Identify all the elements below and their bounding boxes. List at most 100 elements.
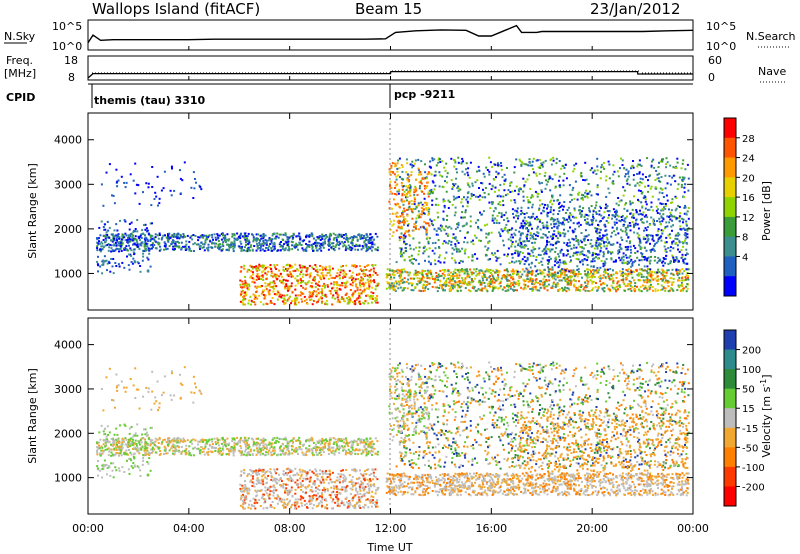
power-point: [255, 267, 258, 270]
power-point: [141, 229, 144, 232]
power-point: [618, 251, 621, 253]
power-point: [415, 227, 418, 230]
power-point: [331, 242, 333, 245]
power-point: [558, 207, 561, 209]
power-point: [407, 173, 410, 176]
power-point: [630, 265, 633, 268]
power-point: [502, 244, 505, 247]
power-point: [580, 246, 583, 249]
power-point: [482, 210, 485, 213]
power-point: [321, 268, 324, 271]
power-point: [644, 227, 647, 230]
power-point: [359, 268, 362, 271]
power-point: [244, 279, 247, 282]
power-point: [254, 296, 257, 299]
power-point: [678, 279, 681, 282]
power-point: [342, 265, 344, 267]
power-point: [633, 223, 635, 226]
power-point: [650, 250, 652, 253]
power-point: [481, 182, 484, 185]
power-point: [513, 199, 516, 202]
power-point: [513, 232, 516, 235]
power-point: [621, 256, 623, 259]
power-point: [178, 237, 181, 240]
power-point: [111, 233, 114, 236]
power-point: [404, 235, 407, 238]
power-point: [165, 248, 168, 251]
power-point: [523, 283, 526, 286]
power-point: [342, 269, 345, 272]
power-point: [532, 237, 535, 240]
power-point: [243, 267, 246, 270]
power-point: [559, 250, 562, 253]
power-point: [537, 218, 540, 221]
power-point: [591, 253, 594, 256]
power-point: [630, 251, 633, 254]
power-point: [243, 303, 246, 306]
power-point: [366, 235, 369, 238]
power-point: [395, 270, 398, 272]
power-point: [505, 194, 507, 197]
power-point: [502, 239, 505, 242]
power-point: [657, 208, 659, 211]
power-point: [676, 289, 679, 292]
power-point: [599, 249, 602, 252]
power-point: [376, 295, 379, 297]
power-point: [412, 262, 415, 265]
power-point: [433, 188, 436, 191]
power-point: [554, 275, 557, 278]
power-point: [300, 298, 303, 301]
power-point: [366, 274, 369, 277]
power-point: [546, 221, 549, 224]
power-point: [111, 240, 114, 243]
power-point: [324, 237, 327, 240]
power-point: [374, 248, 377, 251]
power-point: [556, 237, 559, 240]
power-point: [532, 254, 535, 257]
power-point: [412, 248, 415, 251]
power-point: [144, 249, 147, 252]
power-point: [233, 246, 236, 249]
power-point: [682, 218, 685, 221]
power-point: [431, 190, 434, 193]
power-point: [416, 193, 419, 196]
power-point: [405, 243, 408, 245]
power-point: [486, 277, 488, 280]
power-point: [684, 276, 687, 279]
power-point: [440, 274, 443, 277]
power-point: [454, 159, 457, 162]
power-point: [355, 236, 358, 239]
power-point: [299, 291, 302, 294]
power-point: [100, 248, 103, 251]
power-point: [450, 227, 453, 230]
power-point: [294, 284, 297, 287]
power-point: [632, 216, 635, 219]
power-point: [451, 203, 454, 206]
power-point: [295, 235, 298, 238]
power-point: [579, 273, 582, 275]
power-point: [553, 233, 556, 236]
power-point: [509, 273, 512, 276]
power-point: [577, 273, 580, 276]
power-point: [358, 281, 361, 284]
power-point: [184, 235, 187, 238]
power-point: [226, 238, 229, 241]
power-point: [521, 268, 524, 271]
power-point: [370, 281, 372, 284]
power-point: [413, 198, 416, 201]
power-point: [241, 301, 244, 304]
power-point: [301, 280, 304, 283]
power-point: [273, 303, 276, 306]
power-point: [563, 166, 566, 169]
power-point: [649, 279, 652, 282]
power-point: [477, 288, 480, 291]
power-point: [360, 248, 363, 251]
power-point: [605, 241, 607, 243]
power-point: [162, 187, 165, 190]
power-point: [239, 279, 242, 282]
power-point: [686, 287, 689, 290]
power-point: [446, 226, 449, 229]
power-point: [606, 210, 609, 213]
power-point: [273, 274, 276, 277]
power-point: [552, 281, 555, 284]
